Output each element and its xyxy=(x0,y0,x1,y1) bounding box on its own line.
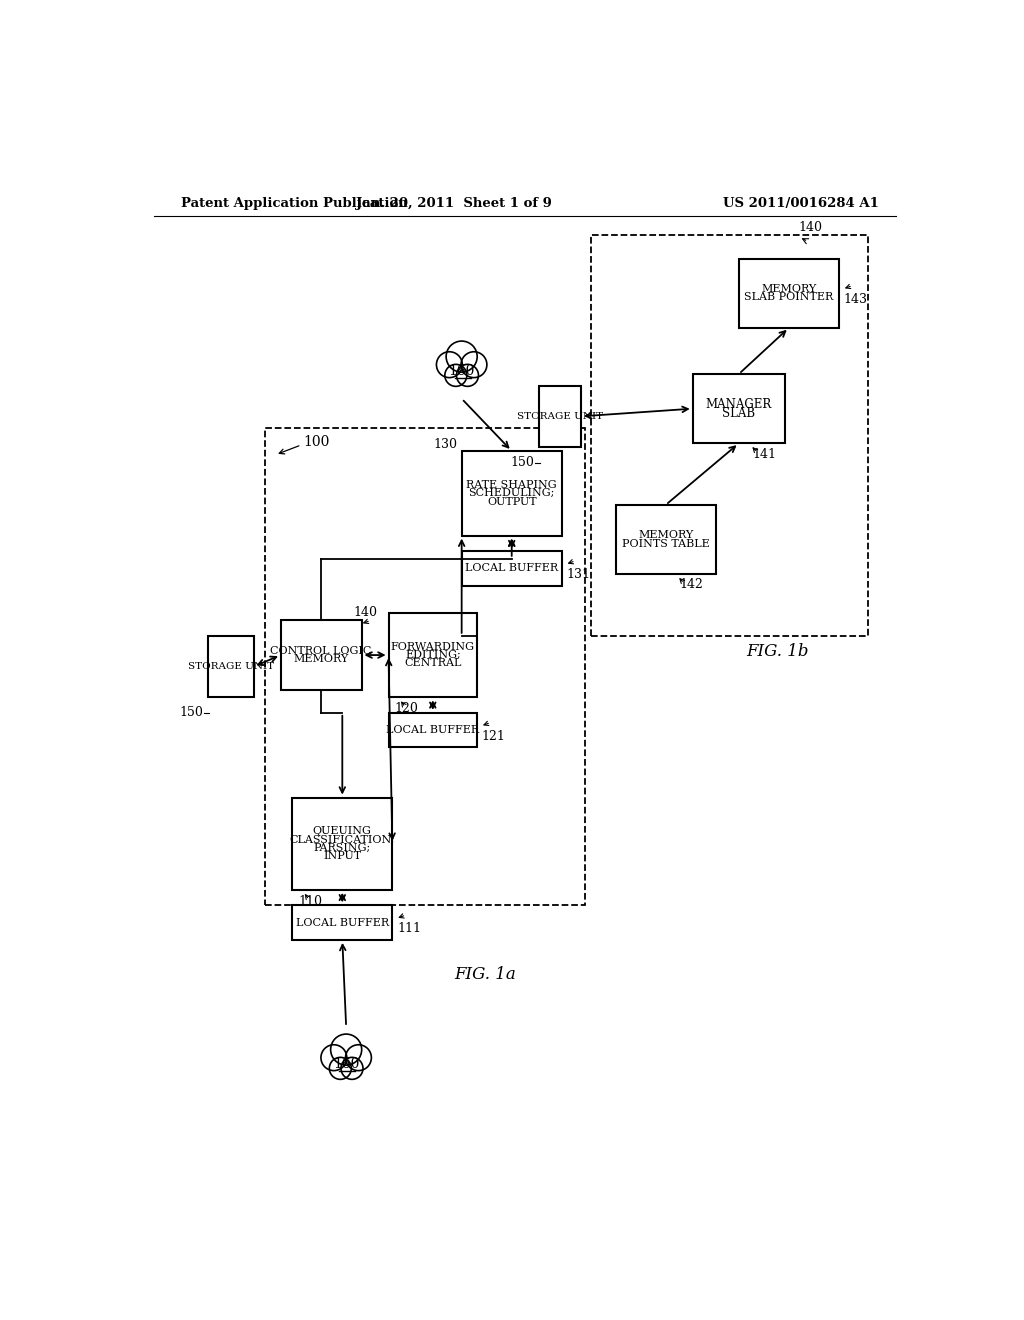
Text: 111: 111 xyxy=(397,923,421,936)
Bar xyxy=(462,552,562,586)
Text: MEMORY: MEMORY xyxy=(761,284,816,294)
Text: 142: 142 xyxy=(680,578,703,591)
Text: STORAGE UNIT: STORAGE UNIT xyxy=(187,663,273,671)
Text: 140: 140 xyxy=(354,606,378,619)
Text: 100: 100 xyxy=(304,434,330,449)
Bar xyxy=(281,620,361,689)
Text: 120: 120 xyxy=(394,702,419,715)
Text: US 2011/0016284 A1: US 2011/0016284 A1 xyxy=(723,197,879,210)
Text: Jan. 20, 2011  Sheet 1 of 9: Jan. 20, 2011 Sheet 1 of 9 xyxy=(356,197,552,210)
Bar xyxy=(692,374,785,444)
Text: 150: 150 xyxy=(511,455,535,469)
Bar xyxy=(388,612,477,697)
Bar xyxy=(292,906,392,940)
Circle shape xyxy=(321,1044,347,1071)
Text: MANAGER: MANAGER xyxy=(706,397,772,411)
Bar xyxy=(208,636,254,697)
Text: 141: 141 xyxy=(753,447,777,461)
Text: FIG. 1a: FIG. 1a xyxy=(454,966,516,983)
Text: MEMORY: MEMORY xyxy=(638,531,693,540)
Text: 143: 143 xyxy=(844,293,867,306)
Text: LOCAL BUFFER: LOCAL BUFFER xyxy=(465,564,558,573)
Text: Patent Application Publication: Patent Application Publication xyxy=(180,197,408,210)
Text: QUEUING: QUEUING xyxy=(313,826,372,837)
Bar xyxy=(292,797,392,890)
Circle shape xyxy=(457,364,478,387)
Bar xyxy=(265,428,585,906)
Circle shape xyxy=(331,1034,361,1065)
Bar xyxy=(591,235,868,636)
Circle shape xyxy=(461,351,486,378)
Text: MEMORY: MEMORY xyxy=(294,655,349,664)
Text: INPUT: INPUT xyxy=(324,851,361,861)
Bar xyxy=(539,385,581,447)
Text: FIG. 1b: FIG. 1b xyxy=(746,643,809,660)
Circle shape xyxy=(330,1057,351,1080)
Text: 121: 121 xyxy=(481,730,506,743)
Text: 131: 131 xyxy=(566,568,591,581)
Text: SLAB POINTER: SLAB POINTER xyxy=(744,292,834,302)
Text: LOCAL BUFFER: LOCAL BUFFER xyxy=(386,725,479,735)
Text: CENTRAL: CENTRAL xyxy=(404,659,462,668)
Text: OUTPUT: OUTPUT xyxy=(486,496,537,507)
Text: EDITING;: EDITING; xyxy=(404,649,461,660)
Text: POINTS TABLE: POINTS TABLE xyxy=(622,539,710,549)
Bar xyxy=(615,506,716,574)
Text: 140: 140 xyxy=(799,222,823,234)
Circle shape xyxy=(446,341,477,372)
Text: 130: 130 xyxy=(434,438,458,451)
Text: CONTROL LOGIC: CONTROL LOGIC xyxy=(270,645,372,656)
Circle shape xyxy=(444,364,467,387)
Text: SLAB: SLAB xyxy=(722,407,756,420)
Text: FORWARDING: FORWARDING xyxy=(391,642,475,652)
Bar xyxy=(329,1065,364,1074)
Bar xyxy=(462,451,562,536)
Text: SCHEDULING;: SCHEDULING; xyxy=(469,488,555,499)
Text: 150: 150 xyxy=(180,706,204,719)
Bar xyxy=(739,259,839,327)
Text: STORAGE UNIT: STORAGE UNIT xyxy=(517,412,603,421)
Circle shape xyxy=(345,1044,372,1071)
Circle shape xyxy=(341,1057,362,1080)
Text: 160: 160 xyxy=(449,364,475,378)
Text: RATE SHAPING: RATE SHAPING xyxy=(466,480,557,490)
Bar xyxy=(443,372,479,381)
Bar xyxy=(388,713,477,747)
Text: PARSING;: PARSING; xyxy=(313,843,371,853)
Text: 160: 160 xyxy=(333,1057,359,1071)
Text: CLASSIFICATION;: CLASSIFICATION; xyxy=(290,834,395,845)
Text: LOCAL BUFFER: LOCAL BUFFER xyxy=(296,917,389,928)
Circle shape xyxy=(436,351,462,378)
Text: 110: 110 xyxy=(298,895,323,908)
